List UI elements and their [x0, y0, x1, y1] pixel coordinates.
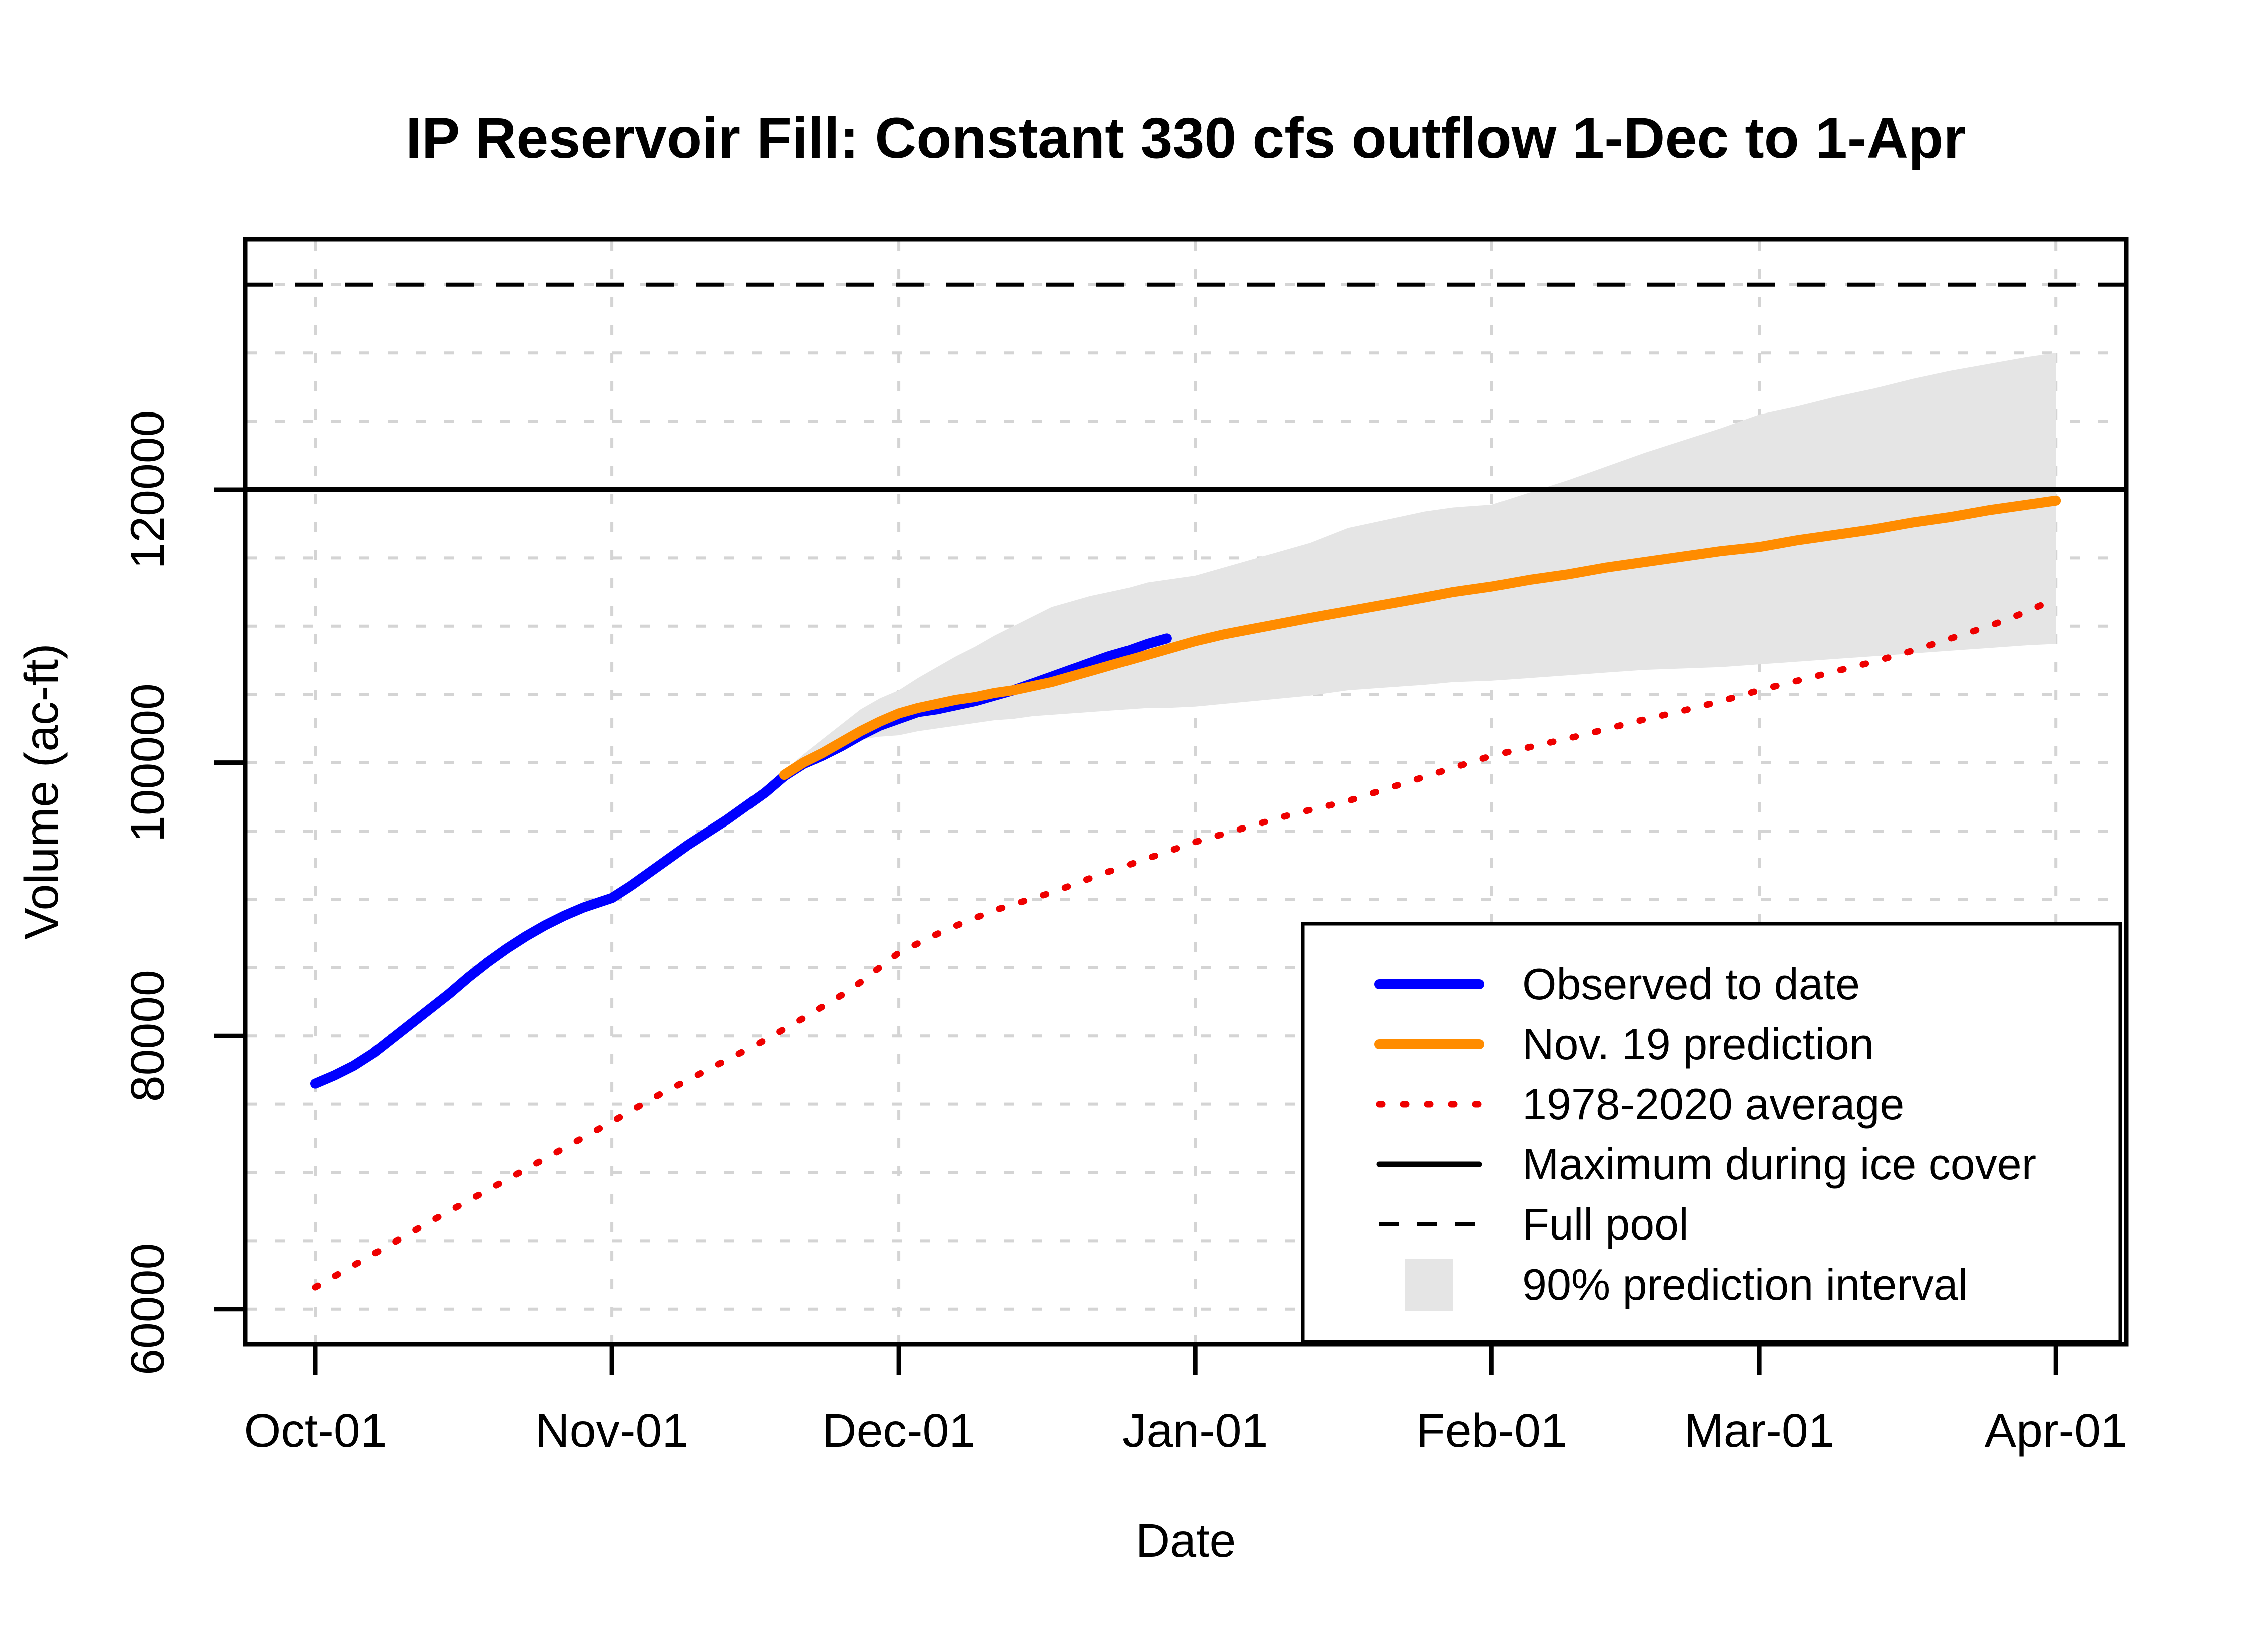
legend-item-label: Full pool — [1522, 1199, 1689, 1249]
legend-item-label: 1978-2020 average — [1522, 1079, 1904, 1129]
x-axis-title: Date — [1136, 1514, 1236, 1567]
y-tick-label: 120000 — [121, 410, 174, 569]
series-line-2 — [312, 595, 2059, 1291]
y-tick-label: 100000 — [121, 683, 174, 842]
axes-frame-layer — [243, 237, 2129, 1347]
y-tick-label: 80000 — [121, 970, 174, 1102]
legend-sample-swatch — [1405, 1259, 1453, 1311]
prediction-band-layer — [784, 353, 2056, 775]
chart-title: IP Reservoir Fill: Constant 330 cfs outf… — [406, 106, 1966, 170]
legend: Observed to date Nov. 19 prediction 1978-2… — [1301, 922, 2122, 1344]
reference-lines-layer — [245, 282, 2126, 492]
legend-item-label: 90% prediction interval — [1522, 1260, 1968, 1309]
x-tick-label: Oct-01 — [244, 1404, 387, 1457]
series-line-1 — [779, 495, 2061, 780]
y-tick-label: 60000 — [121, 1243, 174, 1375]
x-tick-label: Feb-01 — [1416, 1404, 1567, 1457]
x-tick-label: Jan-01 — [1122, 1404, 1268, 1457]
data-series-layer — [310, 495, 2061, 1291]
x-tick-label: Dec-01 — [822, 1404, 975, 1457]
prediction-interval-band — [784, 353, 2056, 775]
legend-item-label: Observed to date — [1522, 959, 1860, 1009]
axis-ticks-layer: Oct-01 Nov-01 Dec-01 Jan-01 Feb-01 Mar-01 Apr-… — [121, 410, 2127, 1457]
x-tick-label: Mar-01 — [1684, 1404, 1835, 1457]
legend-item-label: Maximum during ice cover — [1522, 1139, 2036, 1189]
x-tick-label: Nov-01 — [535, 1404, 688, 1457]
legend-item-label: Nov. 19 prediction — [1522, 1019, 1874, 1069]
x-tick-label: Apr-01 — [1985, 1404, 2127, 1457]
plot-border — [243, 237, 2129, 1347]
y-axis-title: Volume (ac-ft) — [15, 643, 68, 939]
